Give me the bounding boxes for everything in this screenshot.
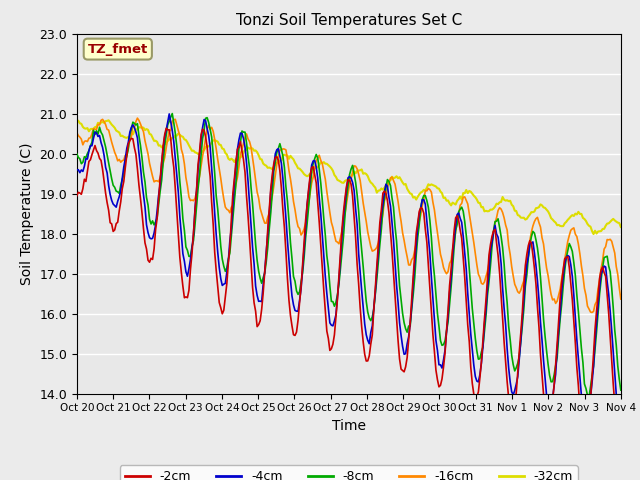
Text: TZ_fmet: TZ_fmet — [88, 43, 148, 56]
X-axis label: Time: Time — [332, 419, 366, 433]
Title: Tonzi Soil Temperatures Set C: Tonzi Soil Temperatures Set C — [236, 13, 462, 28]
Y-axis label: Soil Temperature (C): Soil Temperature (C) — [20, 143, 34, 285]
Legend: -2cm, -4cm, -8cm, -16cm, -32cm: -2cm, -4cm, -8cm, -16cm, -32cm — [120, 465, 578, 480]
